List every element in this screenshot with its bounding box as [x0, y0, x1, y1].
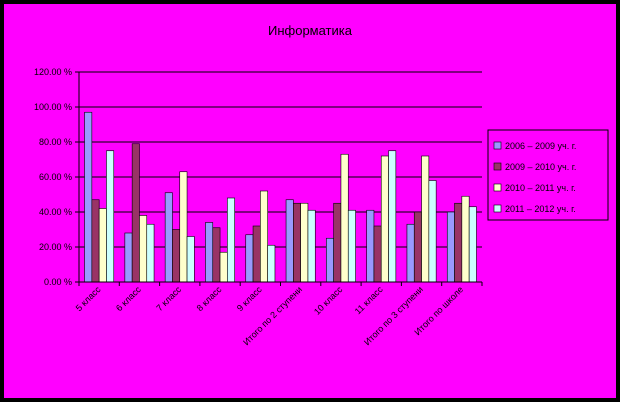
bar-3-8 — [380, 155, 389, 283]
chart-title: Информатика — [268, 23, 353, 38]
bar-2-8 — [373, 225, 382, 283]
bar-2-6 — [293, 202, 301, 283]
bar-2-1 — [91, 199, 100, 283]
legend-swatch — [493, 141, 502, 150]
bar-2-9 — [413, 211, 422, 283]
bar-1-7 — [326, 237, 334, 283]
chart-frame: Информатика 0.00 % 20.00 % 40.00 % 60.00 % 8… — [4, 4, 616, 398]
bar-2-3 — [172, 229, 181, 283]
bar-chart: Информатика 0.00 % 20.00 % 40.00 % 60.00 % 8… — [34, 23, 609, 347]
bar-4-1 — [106, 150, 115, 283]
legend-label: 2010 – 2011 уч. г. — [505, 183, 576, 193]
bar-3-3 — [179, 171, 188, 283]
legend-label: 2006 – 2009 уч. г. — [505, 141, 576, 151]
x-axis: 5 класс 6 класс 7 класс 8 класс 9 классИтого… — [74, 281, 483, 347]
x-tick-label: 5 класс — [74, 284, 103, 313]
bar-1-6 — [285, 199, 294, 283]
y-tick-label: 0.00 % — [44, 277, 72, 287]
y-tick-label: 40.00 % — [39, 207, 72, 217]
y-tick-label: 120.00 % — [34, 67, 72, 77]
x-tick-label: 9 класс — [235, 284, 264, 313]
bar-4-4 — [227, 197, 235, 283]
bar-1-4 — [205, 222, 214, 283]
bar-1-8 — [366, 209, 375, 283]
legend-box — [487, 129, 609, 221]
bar-4-10 — [468, 206, 477, 283]
y-tick-label: 20.00 % — [39, 242, 72, 252]
bar-4-6 — [307, 209, 316, 283]
bar-4-7 — [347, 209, 356, 283]
legend-label: 2011 – 2012 уч. г. — [505, 204, 576, 214]
legend-label: 2009 – 2010 уч. г. — [505, 162, 576, 172]
x-tick-label: 6 класс — [114, 284, 143, 313]
y-tick-label: 60.00 % — [39, 172, 72, 182]
bar-4-3 — [186, 236, 195, 283]
bar-1-1 — [84, 111, 93, 283]
x-tick-label: 10 класс — [312, 284, 345, 317]
legend: 2006 – 2009 уч. г. 2009 – 2010 уч. г. 2010… — [487, 129, 609, 221]
x-tick-label: 11 класс — [353, 284, 385, 316]
bar-4-9 — [428, 180, 437, 283]
bar-3-7 — [340, 153, 349, 283]
bar-3-10 — [461, 195, 470, 283]
bar-3-5 — [260, 190, 268, 283]
bar-1-10 — [446, 211, 455, 283]
bar-4-5 — [267, 244, 276, 283]
bar-1-9 — [406, 223, 415, 283]
bars — [84, 111, 477, 283]
bar-2-4 — [212, 227, 221, 283]
bar-1-5 — [245, 234, 254, 283]
x-tick-label: 8 класс — [195, 284, 224, 313]
y-tick-label: 80.00 % — [39, 137, 72, 147]
legend-swatch — [493, 162, 502, 171]
bar-3-6 — [300, 202, 309, 283]
x-tick-label: 7 класс — [154, 284, 183, 313]
bar-1-2 — [124, 232, 133, 283]
bar-2-7 — [333, 202, 342, 283]
bar-3-1 — [98, 208, 107, 283]
bar-3-9 — [421, 155, 430, 283]
bar-3-2 — [139, 215, 148, 283]
bar-4-2 — [146, 223, 155, 283]
y-axis: 0.00 % 20.00 % 40.00 % 60.00 % 80.00 % 100.00… — [34, 67, 80, 287]
bar-3-4 — [219, 251, 228, 283]
bar-4-8 — [388, 150, 397, 283]
bar-2-5 — [252, 225, 261, 283]
legend-swatch — [493, 183, 502, 192]
y-tick-label: 100.00 % — [34, 102, 72, 112]
bar-1-3 — [164, 192, 173, 283]
bar-2-10 — [454, 202, 463, 283]
legend-swatch — [493, 204, 502, 213]
bar-2-2 — [131, 143, 140, 283]
